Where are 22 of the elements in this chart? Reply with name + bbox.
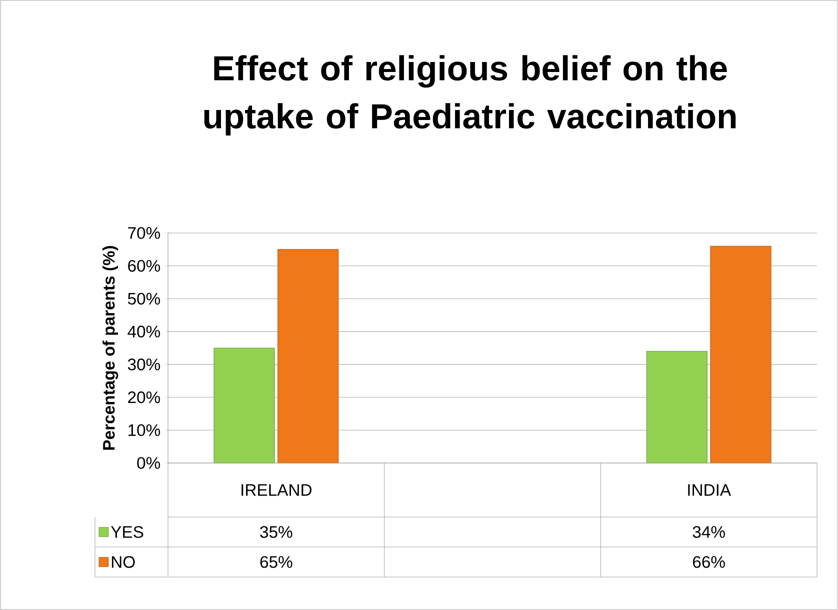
bar (278, 249, 339, 464)
data-label: 34% (692, 526, 725, 538)
bar (214, 348, 275, 464)
chart-title: Effect of religious belief on the uptake of Paediatric vaccination (204, 55, 736, 136)
y-tick-label: 0% (137, 457, 160, 469)
y-axis-title: Percentage of parents (%) (102, 246, 118, 450)
y-tick-label: 70% (128, 227, 160, 239)
y-tick-label: 20% (128, 391, 160, 404)
y-tick-label: 60% (128, 260, 160, 272)
legend-label: NO (112, 556, 135, 568)
y-tick-label: 10% (128, 424, 160, 436)
legend-label: YES (110, 526, 144, 538)
y-tick-label: 30% (128, 358, 160, 370)
y-tick-label: 40% (128, 326, 160, 338)
bar (646, 351, 708, 464)
x-tick-label: INDIA (688, 484, 732, 496)
y-tick-label: 50% (128, 292, 160, 305)
data-label: 35% (260, 526, 292, 538)
data-label: 65% (260, 556, 292, 568)
data-label: 66% (693, 556, 725, 568)
x-tick-label: IRELAND (242, 484, 312, 496)
bar (710, 246, 772, 464)
